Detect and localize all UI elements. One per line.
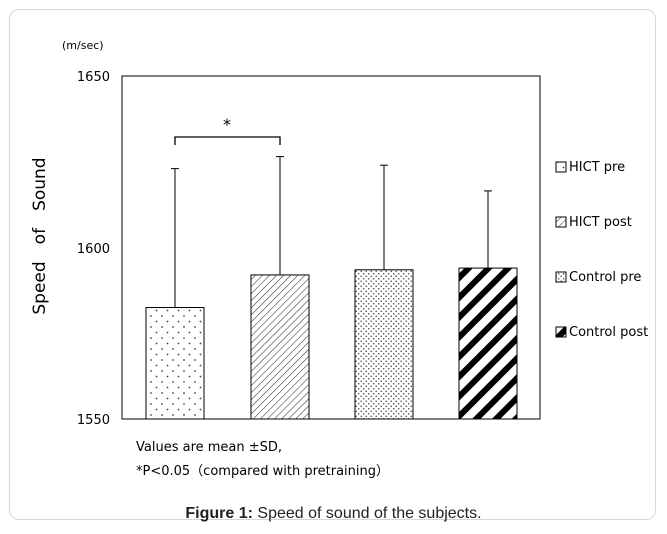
chart: (m/sec) Speed of Sound 1650 1600 1550 * …	[30, 39, 648, 428]
unit-label: (m/sec)	[62, 39, 104, 52]
y-tick-label: 1650	[77, 70, 110, 85]
y-axis-label: Speed of Sound	[30, 157, 50, 314]
notes-line-2: *P<0.05（compared with pretraining）	[136, 464, 389, 479]
y-tick-label: 1550	[77, 413, 110, 428]
legend-swatch-hict-post	[555, 216, 567, 228]
caption-label: Figure 1:	[185, 505, 253, 522]
significance-asterisk: *	[223, 115, 231, 134]
bar-0	[145, 307, 205, 420]
significance-bracket	[174, 136, 281, 145]
legend-label-control-post: Control post	[569, 325, 648, 340]
legend-swatch-control-pre	[555, 271, 567, 283]
legend-label-control-pre: Control pre	[569, 270, 641, 285]
legend-label-hict-post: HICT post	[569, 215, 632, 230]
legend-swatch-hict-pre	[555, 161, 567, 173]
figure-caption: Figure 1: Speed of sound of the subjects…	[0, 505, 667, 523]
bar-1	[250, 274, 310, 420]
legend-swatch-control-post	[555, 326, 567, 338]
bar-2	[354, 269, 414, 420]
notes-line-1: Values are mean ±SD,	[136, 440, 283, 455]
figure-frame	[9, 9, 656, 520]
legend-label-hict-pre: HICT pre	[569, 160, 625, 175]
bar-3	[458, 267, 518, 420]
caption-text: Speed of sound of the subjects.	[252, 505, 482, 522]
y-tick-label: 1600	[77, 242, 110, 257]
